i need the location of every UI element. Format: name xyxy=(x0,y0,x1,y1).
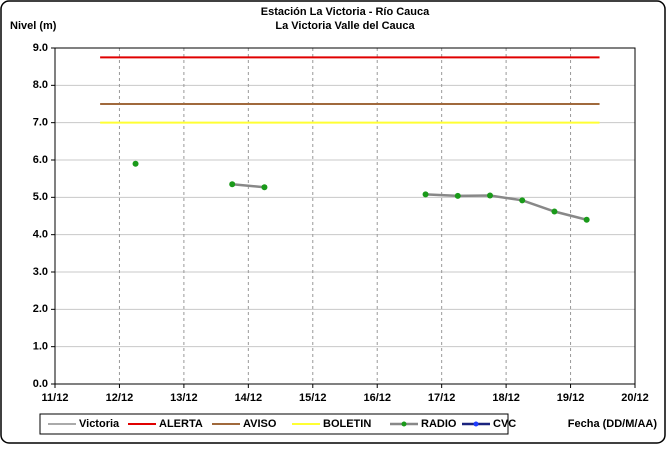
x-tick-label: 20/12 xyxy=(621,392,649,404)
y-tick-label: 0.0 xyxy=(33,378,48,390)
x-tick-label: 11/12 xyxy=(42,392,69,404)
x-tick-label: 17/12 xyxy=(428,392,456,404)
y-tick-label: 9.0 xyxy=(33,42,48,54)
data-point xyxy=(261,184,268,191)
y-tick-label: 4.0 xyxy=(33,229,48,241)
data-point xyxy=(519,197,526,204)
series-line xyxy=(232,183,265,189)
legend-marker xyxy=(401,421,407,427)
x-tick-label: 16/12 xyxy=(363,392,391,404)
data-point xyxy=(454,192,461,199)
y-tick-label: 7.0 xyxy=(33,117,48,129)
data-point xyxy=(229,181,236,188)
data-point xyxy=(132,160,139,167)
legend-marker xyxy=(473,421,479,427)
chart-subtitle: La Victoria Valle del Cauca xyxy=(275,20,415,32)
x-tick-label: 15/12 xyxy=(299,392,327,404)
x-tick-label: 14/12 xyxy=(235,392,263,404)
data-point xyxy=(583,216,590,223)
data-point xyxy=(551,208,558,215)
legend-box xyxy=(39,413,509,435)
plot-border xyxy=(54,47,636,385)
legend-label: CVC xyxy=(493,418,516,430)
x-tick-label: 19/12 xyxy=(557,392,585,404)
x-tick-label: 12/12 xyxy=(106,392,134,404)
legend-label: RADIO xyxy=(421,418,457,430)
legend-label: BOLETIN xyxy=(323,418,371,430)
series-line xyxy=(425,193,587,221)
x-tick-label: 13/12 xyxy=(170,392,198,404)
x-tick-label: 18/12 xyxy=(492,392,520,404)
data-point xyxy=(422,191,429,198)
y-tick-label: 8.0 xyxy=(33,79,48,91)
y-tick-label: 3.0 xyxy=(33,266,48,278)
data-point xyxy=(487,192,493,199)
y-tick-label: 1.0 xyxy=(33,341,48,353)
legend-label: AVISO xyxy=(243,418,277,430)
y-tick-label: 5.0 xyxy=(33,191,48,203)
legend-label: Victoria xyxy=(79,418,120,430)
chart-title: Estación La Victoria - Río Cauca xyxy=(261,6,430,18)
legend-label: ALERTA xyxy=(159,418,203,430)
y-axis-title: Nivel (m) xyxy=(10,20,57,32)
y-tick-label: 2.0 xyxy=(33,303,48,315)
x-axis-title: Fecha (DD/M/AA) xyxy=(568,418,658,430)
y-tick-label: 6.0 xyxy=(33,154,48,166)
